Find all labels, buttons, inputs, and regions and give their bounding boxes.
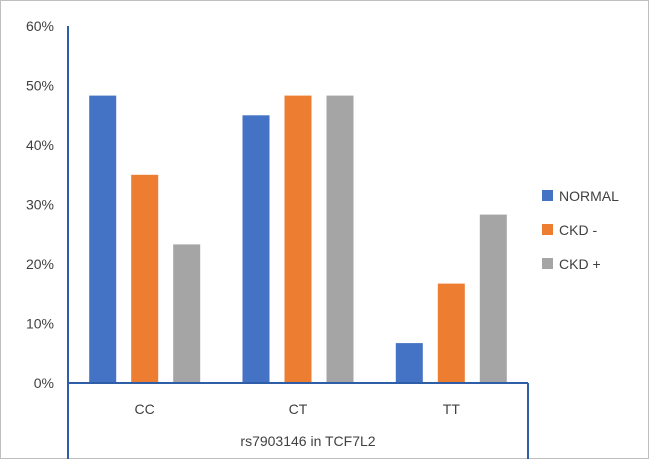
bar	[284, 95, 312, 383]
y-tick-label: 20%	[26, 256, 54, 272]
bar	[326, 95, 354, 383]
legend-swatch	[542, 258, 553, 269]
y-tick-label: 60%	[26, 18, 54, 34]
legend-label: CKD +	[559, 256, 601, 272]
y-tick-label: 30%	[26, 197, 54, 213]
x-tick-label: CC	[135, 401, 155, 417]
bar	[89, 95, 117, 383]
bar	[173, 244, 201, 383]
bar	[479, 214, 507, 383]
bar	[395, 343, 423, 383]
x-tick-label: CT	[289, 401, 308, 417]
bar	[131, 174, 159, 384]
y-tick-label: 10%	[26, 316, 54, 332]
legend-label: NORMAL	[559, 188, 619, 204]
y-tick-label: 0%	[34, 375, 54, 391]
x-axis-ticks: CC CT TT	[135, 401, 461, 417]
legend-label: CKD -	[559, 222, 597, 238]
x-axis-title: rs7903146 in TCF7L2	[240, 433, 375, 449]
legend-swatch	[542, 190, 553, 201]
bar	[242, 115, 270, 384]
legend-swatch	[542, 224, 553, 235]
y-axis-ticks: 0% 10% 20% 30% 40% 50% 60%	[26, 18, 54, 391]
bars	[89, 95, 507, 384]
y-tick-label: 40%	[26, 137, 54, 153]
bar	[437, 283, 465, 383]
y-tick-label: 50%	[26, 78, 54, 94]
x-tick-label: TT	[443, 401, 461, 417]
legend: NORMAL CKD - CKD +	[542, 188, 619, 272]
